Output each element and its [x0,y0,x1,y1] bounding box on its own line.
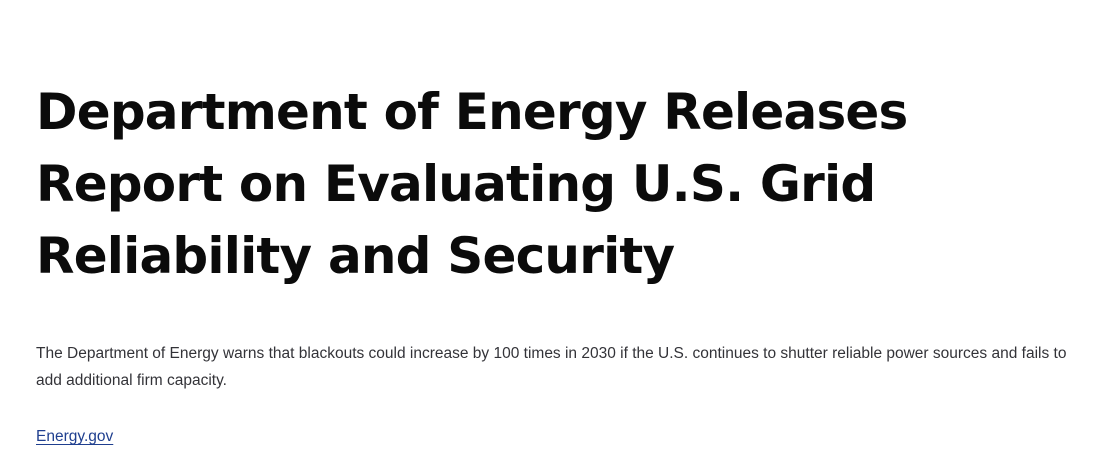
article-summary: The Department of Energy warns that blac… [36,345,1067,389]
source-link[interactable]: Energy.gov [36,428,114,445]
article-headline: Department of Energy Releases Report on … [36,83,908,285]
